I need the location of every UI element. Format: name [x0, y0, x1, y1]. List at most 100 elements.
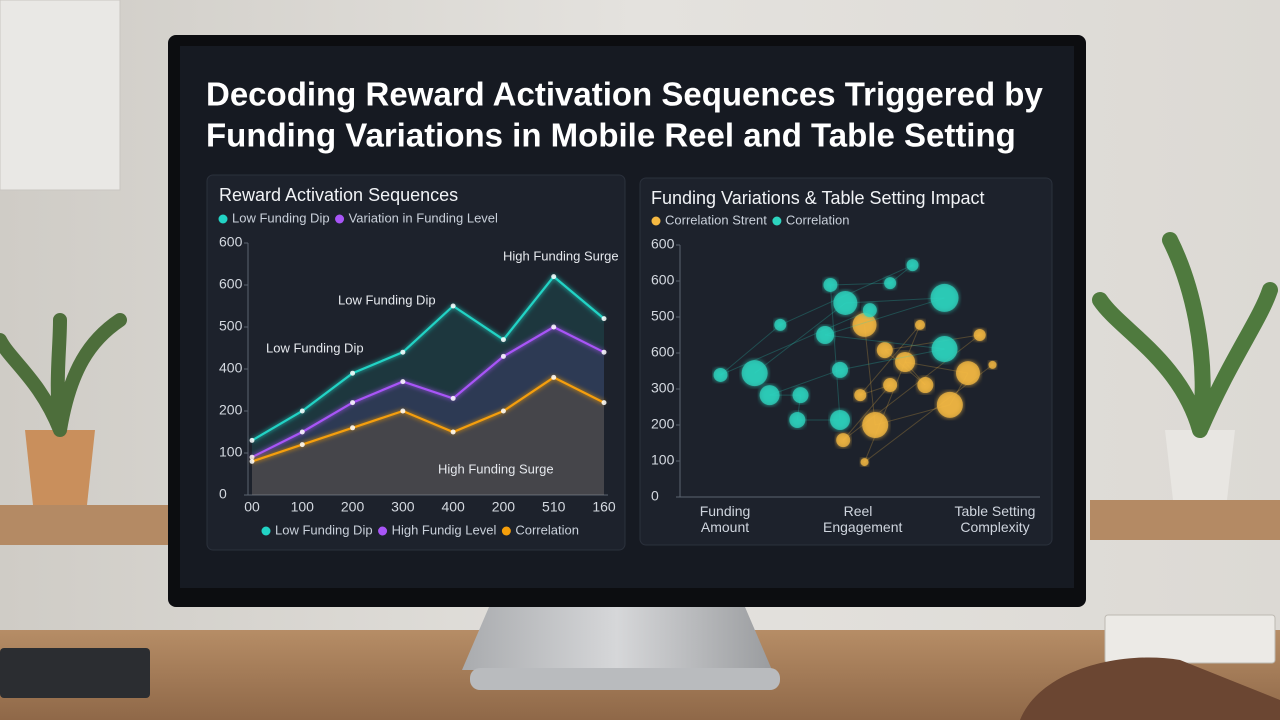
- bubble: [792, 387, 809, 404]
- legend-swatch: [378, 526, 388, 536]
- y-tick-label: 200: [219, 402, 243, 418]
- series-area: [252, 327, 604, 495]
- page-title: Decoding Reward Activation Sequences Tri…: [206, 76, 1043, 113]
- bubble: [833, 290, 858, 315]
- legend-swatch: [772, 216, 782, 226]
- y-tick-label: 600: [651, 236, 675, 252]
- data-point: [299, 442, 305, 448]
- bubble: [930, 283, 959, 312]
- data-point: [601, 349, 607, 355]
- legend-label: Correlation: [515, 522, 579, 537]
- data-point: [400, 379, 406, 385]
- pot: [25, 430, 95, 505]
- x-tick-label: 100: [291, 499, 315, 515]
- legend-label: Correlation: [786, 212, 850, 227]
- bubble: [956, 361, 980, 386]
- bubble: [852, 312, 877, 337]
- data-point: [400, 349, 406, 355]
- legend-label: Correlation Strent: [665, 212, 767, 227]
- legend-label: Variation in Funding Level: [349, 210, 498, 225]
- x-category: Funding Amount: [700, 503, 751, 535]
- bubble: [789, 411, 806, 428]
- bubble: [884, 277, 897, 290]
- legend-label: Low Funding Dip: [232, 210, 330, 225]
- series-line: [251, 376, 605, 463]
- legend-swatch: [261, 526, 271, 536]
- bubble: [860, 458, 869, 467]
- link: [825, 334, 945, 350]
- x-tick-label: 200: [341, 499, 365, 515]
- series-area: [252, 276, 604, 495]
- y-tick-label: 200: [651, 416, 675, 432]
- bubble: [862, 303, 877, 318]
- page-title: Funding Variations in Mobile Reel and Ta…: [206, 117, 1016, 154]
- y-tick-label: 500: [219, 318, 243, 334]
- bubble: [906, 259, 919, 272]
- notebook: [0, 648, 150, 698]
- data-point: [249, 454, 255, 460]
- bubble: [917, 377, 934, 394]
- y-tick-label: 600: [651, 272, 675, 288]
- y-tick-label: 400: [219, 360, 243, 376]
- bubble: [895, 352, 916, 372]
- x-tick-label: Reel Engagement: [823, 503, 903, 535]
- data-point: [450, 395, 456, 401]
- link: [859, 324, 921, 396]
- bubble: [832, 361, 848, 378]
- annotation: Low Funding Dip: [338, 292, 436, 307]
- data-point: [551, 274, 557, 280]
- x-tick-label: 510: [542, 499, 566, 515]
- y-tick-label: 0: [651, 488, 659, 504]
- bubble: [931, 336, 958, 363]
- link: [842, 384, 891, 441]
- chart-title: Funding Variations & Table Setting Impac…: [651, 188, 985, 208]
- plant: [0, 313, 127, 437]
- x-tick-label: 200: [492, 499, 516, 515]
- link: [769, 369, 841, 396]
- data-point: [350, 400, 356, 406]
- bubble: [862, 412, 889, 438]
- data-point: [350, 425, 356, 431]
- x-tick-label: 300: [391, 499, 415, 515]
- bubble: [830, 409, 850, 430]
- monitor-stand: [462, 600, 772, 670]
- bubble: [936, 391, 963, 418]
- annotation: High Funding Surge: [438, 461, 554, 476]
- data-point: [400, 408, 406, 414]
- panel: [206, 174, 626, 551]
- bubble: [854, 389, 867, 402]
- bubble: [973, 329, 986, 341]
- plant: [1092, 232, 1278, 438]
- y-tick-label: 600: [651, 344, 675, 360]
- bubble: [915, 319, 925, 330]
- legend-swatch: [651, 216, 661, 226]
- series-line: [251, 325, 605, 459]
- data-point: [551, 324, 557, 330]
- bubble: [713, 367, 728, 382]
- annotation: Low Funding Dip: [266, 340, 364, 355]
- bubble: [774, 318, 787, 331]
- data-point: [249, 437, 255, 443]
- x-tick-label: 160: [592, 499, 616, 515]
- data-point: [500, 337, 506, 343]
- data-point: [350, 370, 356, 376]
- link: [830, 282, 891, 286]
- books: [1104, 614, 1276, 664]
- wall-frame: [0, 0, 121, 191]
- pot: [1165, 430, 1235, 500]
- y-tick-label: 100: [651, 452, 675, 468]
- data-point: [450, 429, 456, 435]
- bubble: [823, 277, 838, 292]
- data-point: [450, 303, 456, 309]
- link: [864, 324, 921, 463]
- data-point: [551, 374, 557, 380]
- x-category: Table Setting Complexity: [955, 503, 1036, 535]
- legend-label: Low Funding Dip: [275, 522, 373, 537]
- link: [754, 302, 846, 374]
- x-tick-label: 00: [244, 499, 260, 515]
- bubble: [836, 433, 851, 448]
- link: [845, 297, 945, 304]
- data-point: [299, 408, 305, 414]
- y-tick-label: 500: [651, 308, 675, 324]
